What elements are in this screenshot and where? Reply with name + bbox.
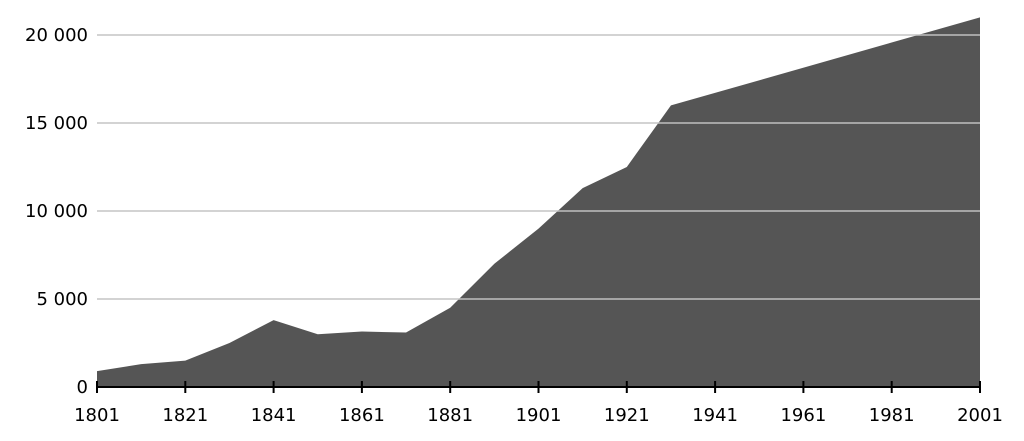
x-tick-label-1801: 1801: [74, 405, 120, 426]
data-point-1821: [183, 359, 187, 363]
x-tick-label-1941: 1941: [692, 405, 738, 426]
data-point-1841: [272, 318, 276, 322]
y-tick-label-20000: 20 000: [25, 25, 88, 46]
data-point-1921: [625, 165, 629, 169]
y-tick-label-5000: 5 000: [36, 289, 88, 310]
data-point-1901: [537, 227, 541, 231]
x-tick-label-1841: 1841: [251, 405, 297, 426]
data-point-1891: [492, 262, 496, 266]
y-tick-label-0: 0: [77, 377, 88, 398]
x-tick-label-2001: 2001: [957, 405, 1003, 426]
data-point-1861: [360, 330, 364, 334]
area-series: [95, 15, 982, 388]
data-point-1831: [227, 341, 231, 345]
x-axis-labels: 1801 1821 1841 1861 1881 1901 1921 1941 1961 1981…: [74, 405, 1003, 426]
y-tick-label-15000: 15 000: [25, 113, 88, 134]
data-point-1801: [95, 369, 99, 373]
x-tick-label-1961: 1961: [780, 405, 826, 426]
x-tick-label-1881: 1881: [427, 405, 473, 426]
area-fill: [97, 17, 980, 388]
x-tick-label-1821: 1821: [162, 405, 208, 426]
data-point-2001: [978, 15, 982, 19]
x-tick-label-1921: 1921: [604, 405, 650, 426]
data-point-1881: [448, 306, 452, 310]
data-point-1931: [669, 103, 673, 107]
data-point-1851: [316, 332, 320, 336]
x-tick-label-1981: 1981: [869, 405, 915, 426]
data-point-1811: [139, 362, 143, 366]
data-point-1871: [404, 330, 408, 334]
y-axis-labels: 0 5 000 10 000 15 000 20 000: [25, 25, 88, 398]
y-tick-label-10000: 10 000: [25, 201, 88, 222]
data-point-1911: [581, 186, 585, 190]
x-tick-label-1861: 1861: [339, 405, 385, 426]
x-axis: [96, 381, 981, 393]
x-tick-label-1901: 1901: [516, 405, 562, 426]
